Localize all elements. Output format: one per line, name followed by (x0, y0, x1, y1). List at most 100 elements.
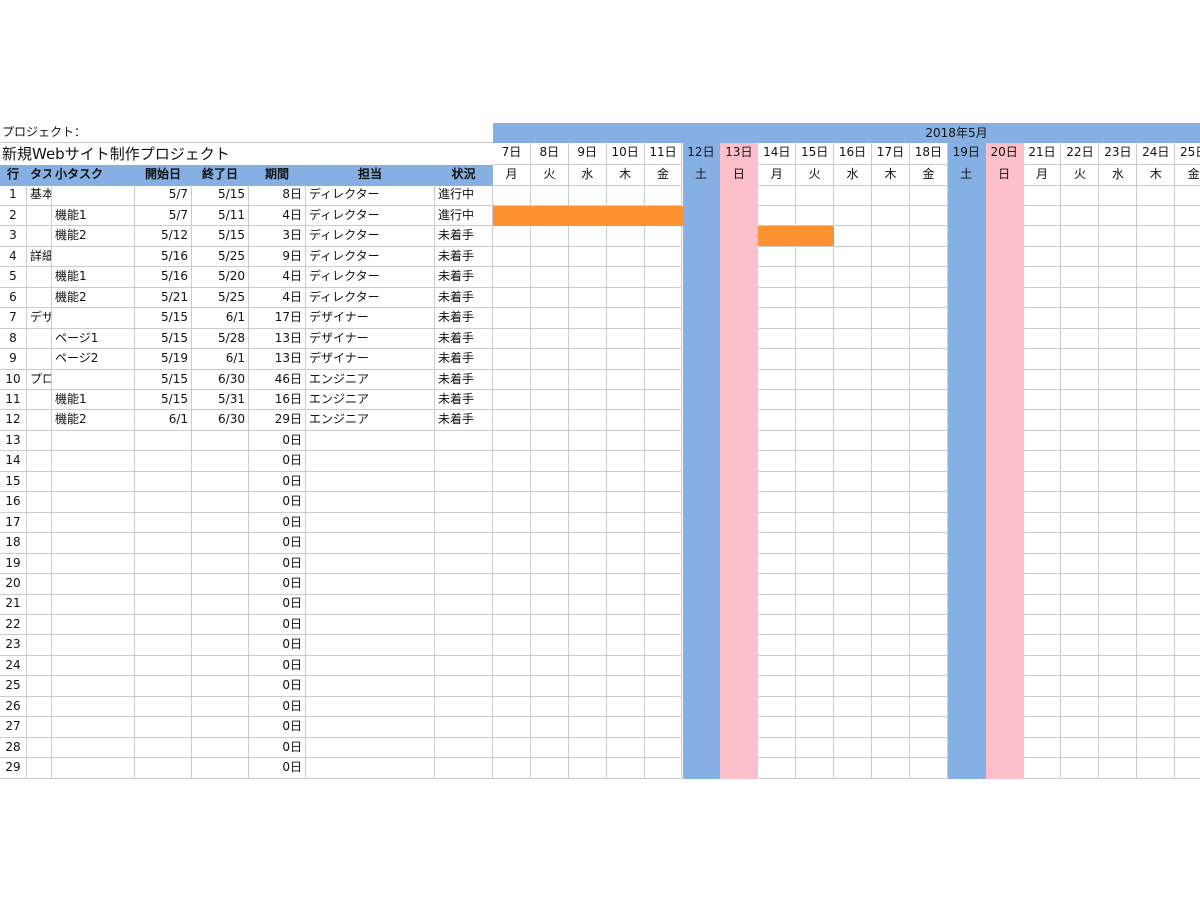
gantt-cell[interactable] (1023, 389, 1062, 411)
gantt-cell[interactable] (947, 676, 986, 697)
gantt-cell[interactable] (1099, 533, 1138, 554)
gantt-cell[interactable] (796, 185, 835, 206)
cell-sub[interactable]: 機能2 (52, 287, 135, 309)
cell-who[interactable]: エンジニア (306, 410, 435, 431)
gantt-cell[interactable] (872, 205, 910, 227)
gantt-cell[interactable] (568, 410, 607, 431)
cell-end[interactable]: 6/30 (192, 369, 249, 390)
gantt-cell[interactable] (1137, 533, 1176, 554)
cell-who[interactable]: ディレクター (306, 287, 435, 309)
gantt-cell[interactable] (606, 226, 645, 247)
gantt-cell[interactable] (872, 349, 910, 370)
gantt-cell[interactable] (682, 267, 721, 288)
gantt-cell[interactable] (493, 308, 531, 329)
gantt-cell[interactable] (1061, 185, 1100, 206)
gantt-cell[interactable] (568, 512, 607, 534)
cell-start[interactable]: 5/21 (135, 287, 192, 309)
cell-start[interactable] (135, 635, 192, 656)
gantt-cell[interactable] (985, 533, 1024, 554)
gantt-cell[interactable] (947, 451, 986, 472)
gantt-cell[interactable] (1061, 758, 1100, 779)
gantt-cell[interactable] (796, 308, 835, 329)
gantt-cell[interactable] (985, 512, 1024, 534)
gantt-cell[interactable] (758, 287, 797, 309)
gantt-cell[interactable] (834, 246, 872, 268)
gantt-cell[interactable] (493, 287, 531, 309)
gantt-cell[interactable] (1023, 226, 1062, 247)
cell-dur[interactable]: 0日 (249, 655, 306, 677)
gantt-cell[interactable] (947, 512, 986, 534)
cell-who[interactable] (306, 635, 435, 656)
gantt-cell[interactable] (909, 430, 948, 452)
cell-status[interactable] (435, 614, 493, 636)
gantt-cell[interactable] (1061, 594, 1100, 615)
gantt-cell[interactable] (1099, 594, 1138, 615)
cell-status[interactable]: 未着手 (435, 389, 493, 411)
gantt-cell[interactable] (682, 676, 721, 697)
gantt-cell[interactable] (909, 287, 948, 309)
gantt-cell[interactable] (644, 246, 683, 268)
cell-status[interactable]: 未着手 (435, 410, 493, 431)
cell-dur[interactable]: 0日 (249, 533, 306, 554)
cell-dur[interactable]: 0日 (249, 635, 306, 656)
cell-sub[interactable] (52, 553, 135, 575)
gantt-cell[interactable] (1175, 492, 1200, 513)
gantt-cell[interactable] (758, 267, 797, 288)
cell-n[interactable]: 10 (0, 369, 27, 390)
cell-who[interactable]: デザイナー (306, 349, 435, 370)
gantt-cell[interactable] (1061, 696, 1100, 718)
gantt-cell[interactable] (909, 737, 948, 759)
gantt-cell[interactable] (947, 267, 986, 288)
gantt-cell[interactable] (606, 737, 645, 759)
cell-dur[interactable]: 3日 (249, 226, 306, 247)
gantt-cell[interactable] (606, 267, 645, 288)
cell-sub[interactable]: 機能1 (52, 389, 135, 411)
gantt-cell[interactable] (568, 389, 607, 411)
gantt-cell[interactable] (758, 369, 797, 390)
gantt-cell[interactable] (493, 430, 531, 452)
gantt-cell[interactable] (909, 758, 948, 779)
column-header-end[interactable]: 終了日 (192, 165, 249, 186)
gantt-cell[interactable] (720, 758, 759, 779)
gantt-cell[interactable] (720, 676, 759, 697)
cell-sub[interactable] (52, 758, 135, 779)
gantt-cell[interactable] (493, 471, 531, 493)
gantt-cell[interactable] (1099, 553, 1138, 575)
gantt-cell[interactable] (644, 185, 683, 206)
cell-dur[interactable]: 0日 (249, 574, 306, 595)
cell-end[interactable] (192, 553, 249, 575)
gantt-cell[interactable] (796, 205, 835, 227)
gantt-cell[interactable] (985, 758, 1024, 779)
gantt-cell[interactable] (758, 635, 797, 656)
cell-end[interactable]: 5/15 (192, 226, 249, 247)
gantt-cell[interactable] (644, 574, 683, 595)
gantt-cell[interactable] (493, 533, 531, 554)
gantt-cell[interactable] (606, 287, 645, 309)
gantt-cell[interactable] (985, 389, 1024, 411)
gantt-cell[interactable] (644, 492, 683, 513)
gantt-cell[interactable] (1099, 205, 1138, 227)
gantt-cell[interactable] (1137, 185, 1176, 206)
cell-end[interactable] (192, 737, 249, 759)
gantt-cell[interactable] (834, 655, 872, 677)
column-header-n[interactable]: 行 (0, 165, 27, 186)
gantt-cell[interactable] (682, 696, 721, 718)
gantt-cell[interactable] (834, 389, 872, 411)
gantt-cell[interactable] (1175, 533, 1200, 554)
gantt-cell[interactable] (872, 533, 910, 554)
gantt-cell[interactable] (1175, 329, 1200, 350)
gantt-cell[interactable] (530, 369, 569, 390)
cell-status[interactable]: 未着手 (435, 267, 493, 288)
gantt-cell[interactable] (1137, 737, 1176, 759)
gantt-cell[interactable] (758, 328, 797, 350)
gantt-cell[interactable] (530, 676, 569, 697)
cell-dur[interactable]: 0日 (249, 758, 306, 779)
gantt-cell[interactable] (1023, 574, 1062, 595)
cell-status[interactable]: 未着手 (435, 349, 493, 370)
gantt-cell[interactable] (758, 676, 797, 697)
cell-dur[interactable]: 0日 (249, 512, 306, 534)
gantt-cell[interactable] (530, 533, 569, 554)
gantt-cell[interactable] (493, 594, 531, 615)
cell-n[interactable]: 14 (0, 451, 27, 472)
gantt-cell[interactable] (530, 758, 569, 779)
